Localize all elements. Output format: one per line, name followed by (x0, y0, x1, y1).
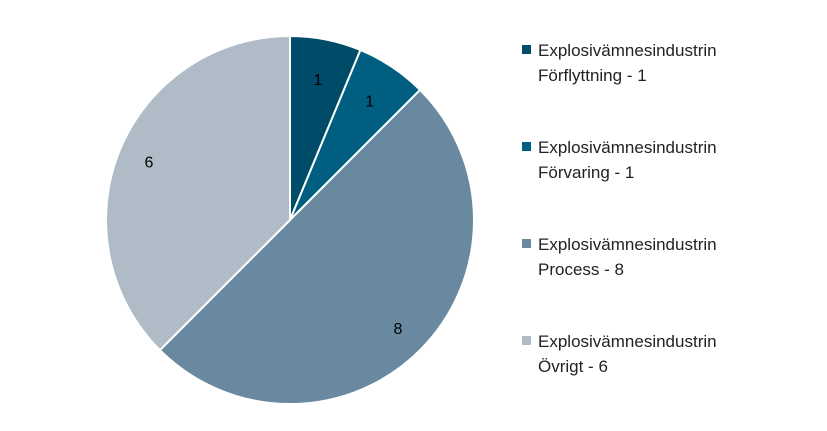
legend-line1: Explosivämnesindustrin (538, 235, 717, 254)
legend-label-ovrigt: Explosivämnesindustrin Övrigt - 6 (538, 329, 717, 379)
legend-line2: Förflyttning - 1 (538, 66, 647, 85)
legend-line2: Övrigt - 6 (538, 357, 608, 376)
legend-swatch-forflyttning (522, 45, 531, 54)
pie-slice-process (158, 88, 475, 406)
data-label-forflyttning: 1 (314, 72, 323, 89)
legend-item-ovrigt: Explosivämnesindustrin Övrigt - 6 (522, 329, 822, 426)
legend-label-process: Explosivämnesindustrin Process - 8 (538, 232, 717, 282)
legend-swatch-ovrigt (522, 336, 531, 345)
legend-line1: Explosivämnesindustrin (538, 332, 717, 351)
data-label-forvaring: 1 (365, 94, 374, 111)
legend-label-forvaring: Explosivämnesindustrin Förvaring - 1 (538, 135, 717, 185)
legend-label-forflyttning: Explosivämnesindustrin Förflyttning - 1 (538, 38, 717, 88)
legend-line1: Explosivämnesindustrin (538, 41, 717, 60)
data-label-process: 8 (394, 321, 403, 338)
legend-line1: Explosivämnesindustrin (538, 138, 717, 157)
pie-slice-ovrigt (104, 34, 291, 352)
legend-line2: Process - 8 (538, 260, 624, 279)
legend-swatch-forvaring (522, 142, 531, 151)
legend-item-process: Explosivämnesindustrin Process - 8 (522, 232, 822, 329)
data-label-ovrigt: 6 (144, 155, 153, 172)
legend-item-forvaring: Explosivämnesindustrin Förvaring - 1 (522, 135, 822, 232)
legend-line2: Förvaring - 1 (538, 163, 635, 182)
legend-swatch-process (522, 239, 531, 248)
chart-legend: Explosivämnesindustrin Förflyttning - 1 … (522, 38, 822, 426)
legend-item-forflyttning: Explosivämnesindustrin Förflyttning - 1 (522, 38, 822, 135)
